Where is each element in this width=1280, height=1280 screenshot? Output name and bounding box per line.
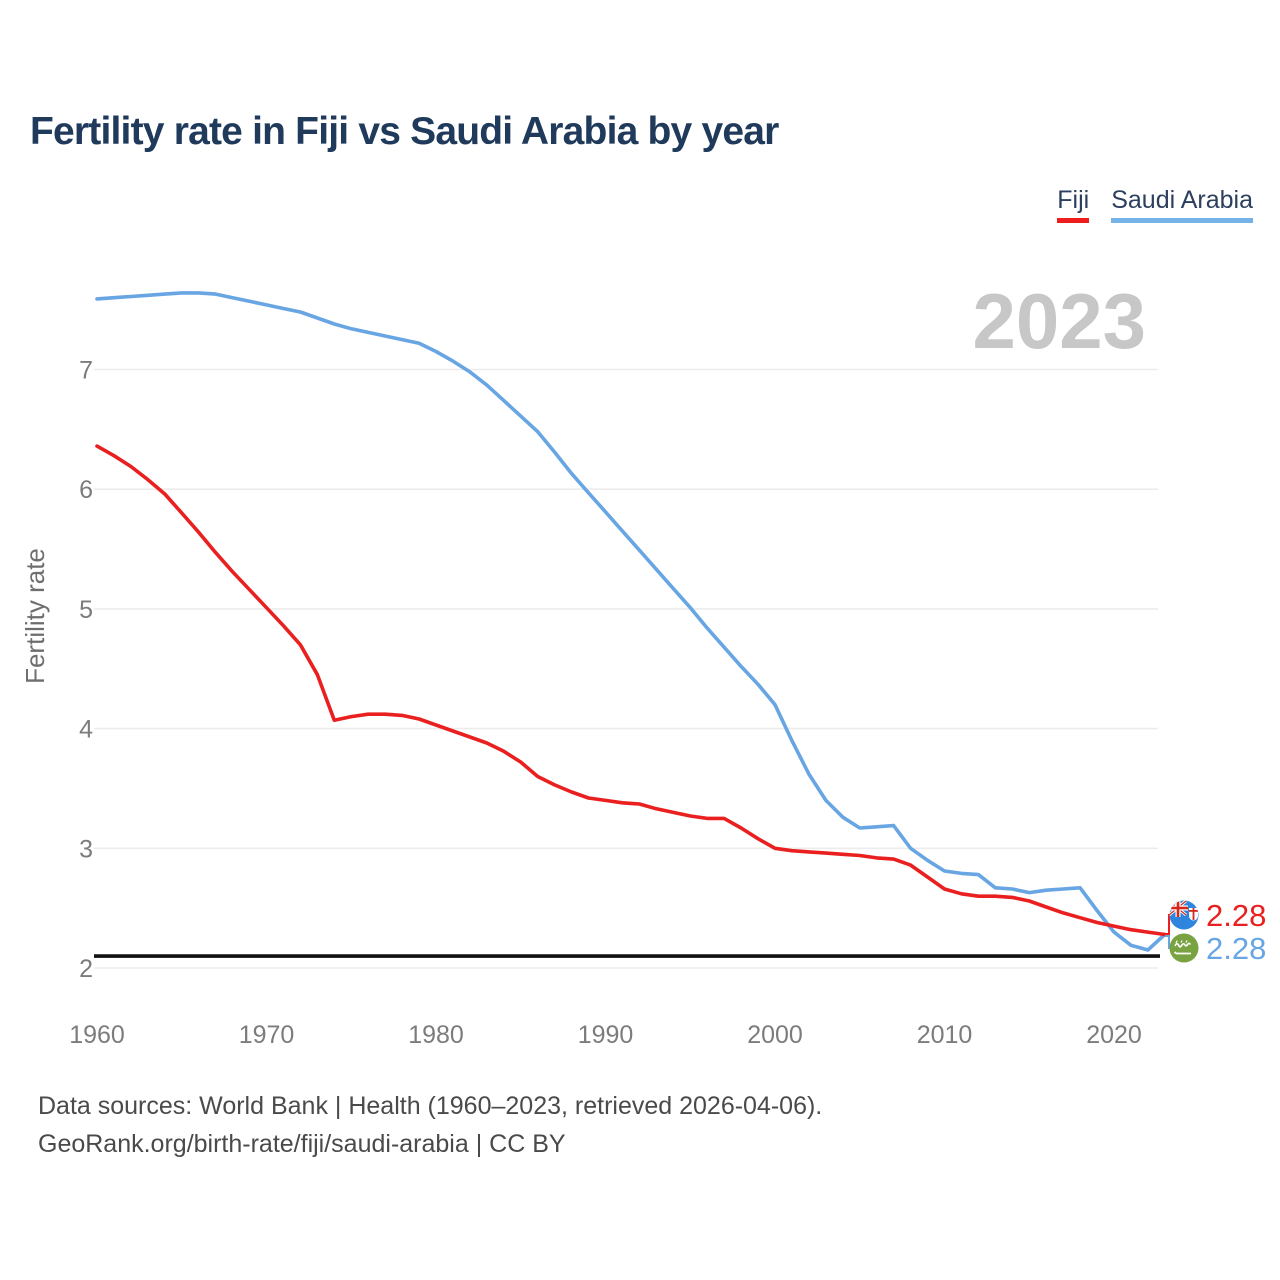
legend-underline-saudi-arabia [1111, 218, 1253, 223]
x-tick-label: 1980 [408, 1021, 464, 1049]
footer-attribution: GeoRank.org/birth-rate/fiji/saudi-arabia… [38, 1130, 566, 1158]
legend-item-fiji[interactable]: Fiji [1057, 186, 1090, 223]
gridlines [94, 368, 1160, 969]
y-tick-label: 5 [79, 596, 93, 624]
x-tick-label: 1990 [578, 1021, 634, 1049]
y-tick-label: 2 [79, 955, 93, 983]
watermark-year: 2023 [972, 277, 1146, 365]
legend-underline-fiji [1057, 218, 1090, 223]
y-tick-label: 4 [79, 716, 93, 744]
y-tick-label: 3 [79, 835, 93, 863]
y-tick-label: 6 [79, 476, 93, 504]
footer: Data sources: World Bank | Health (1960–… [38, 1087, 822, 1163]
legend-label-fiji: Fiji [1057, 186, 1090, 214]
saudi-arabia-flag-icon [1169, 933, 1199, 963]
y-axis-title: Fertility rate [20, 548, 50, 684]
page-title: Fertility rate in Fiji vs Saudi Arabia b… [30, 110, 779, 153]
x-tick-label: 2020 [1086, 1021, 1142, 1049]
series-line-saudi-arabia[interactable] [95, 291, 1167, 952]
legend-label-saudi-arabia: Saudi Arabia [1111, 186, 1253, 214]
x-tick-label: 1970 [239, 1021, 295, 1049]
footer-sources: Data sources: World Bank | Health (1960–… [38, 1092, 823, 1120]
y-tick-label: 7 [79, 357, 93, 385]
series-line-fiji[interactable] [95, 444, 1167, 937]
fiji-end-value-label: 2.28 [1206, 898, 1266, 933]
legend: Fiji Saudi Arabia [1057, 186, 1253, 223]
x-tick-label: 2010 [917, 1021, 973, 1049]
fiji-flag-icon [1169, 900, 1199, 930]
x-tick-label: 1960 [69, 1021, 125, 1049]
x-tick-label: 2000 [747, 1021, 803, 1049]
legend-item-saudi-arabia[interactable]: Saudi Arabia [1111, 186, 1253, 223]
series-lines [95, 291, 1167, 952]
axis-ticks: 2 3 4 5 6 7 1960 1970 1980 1990 2000 2010 2020 [69, 357, 1142, 1050]
saudi-arabia-end-value-label: 2.28 [1206, 931, 1266, 966]
